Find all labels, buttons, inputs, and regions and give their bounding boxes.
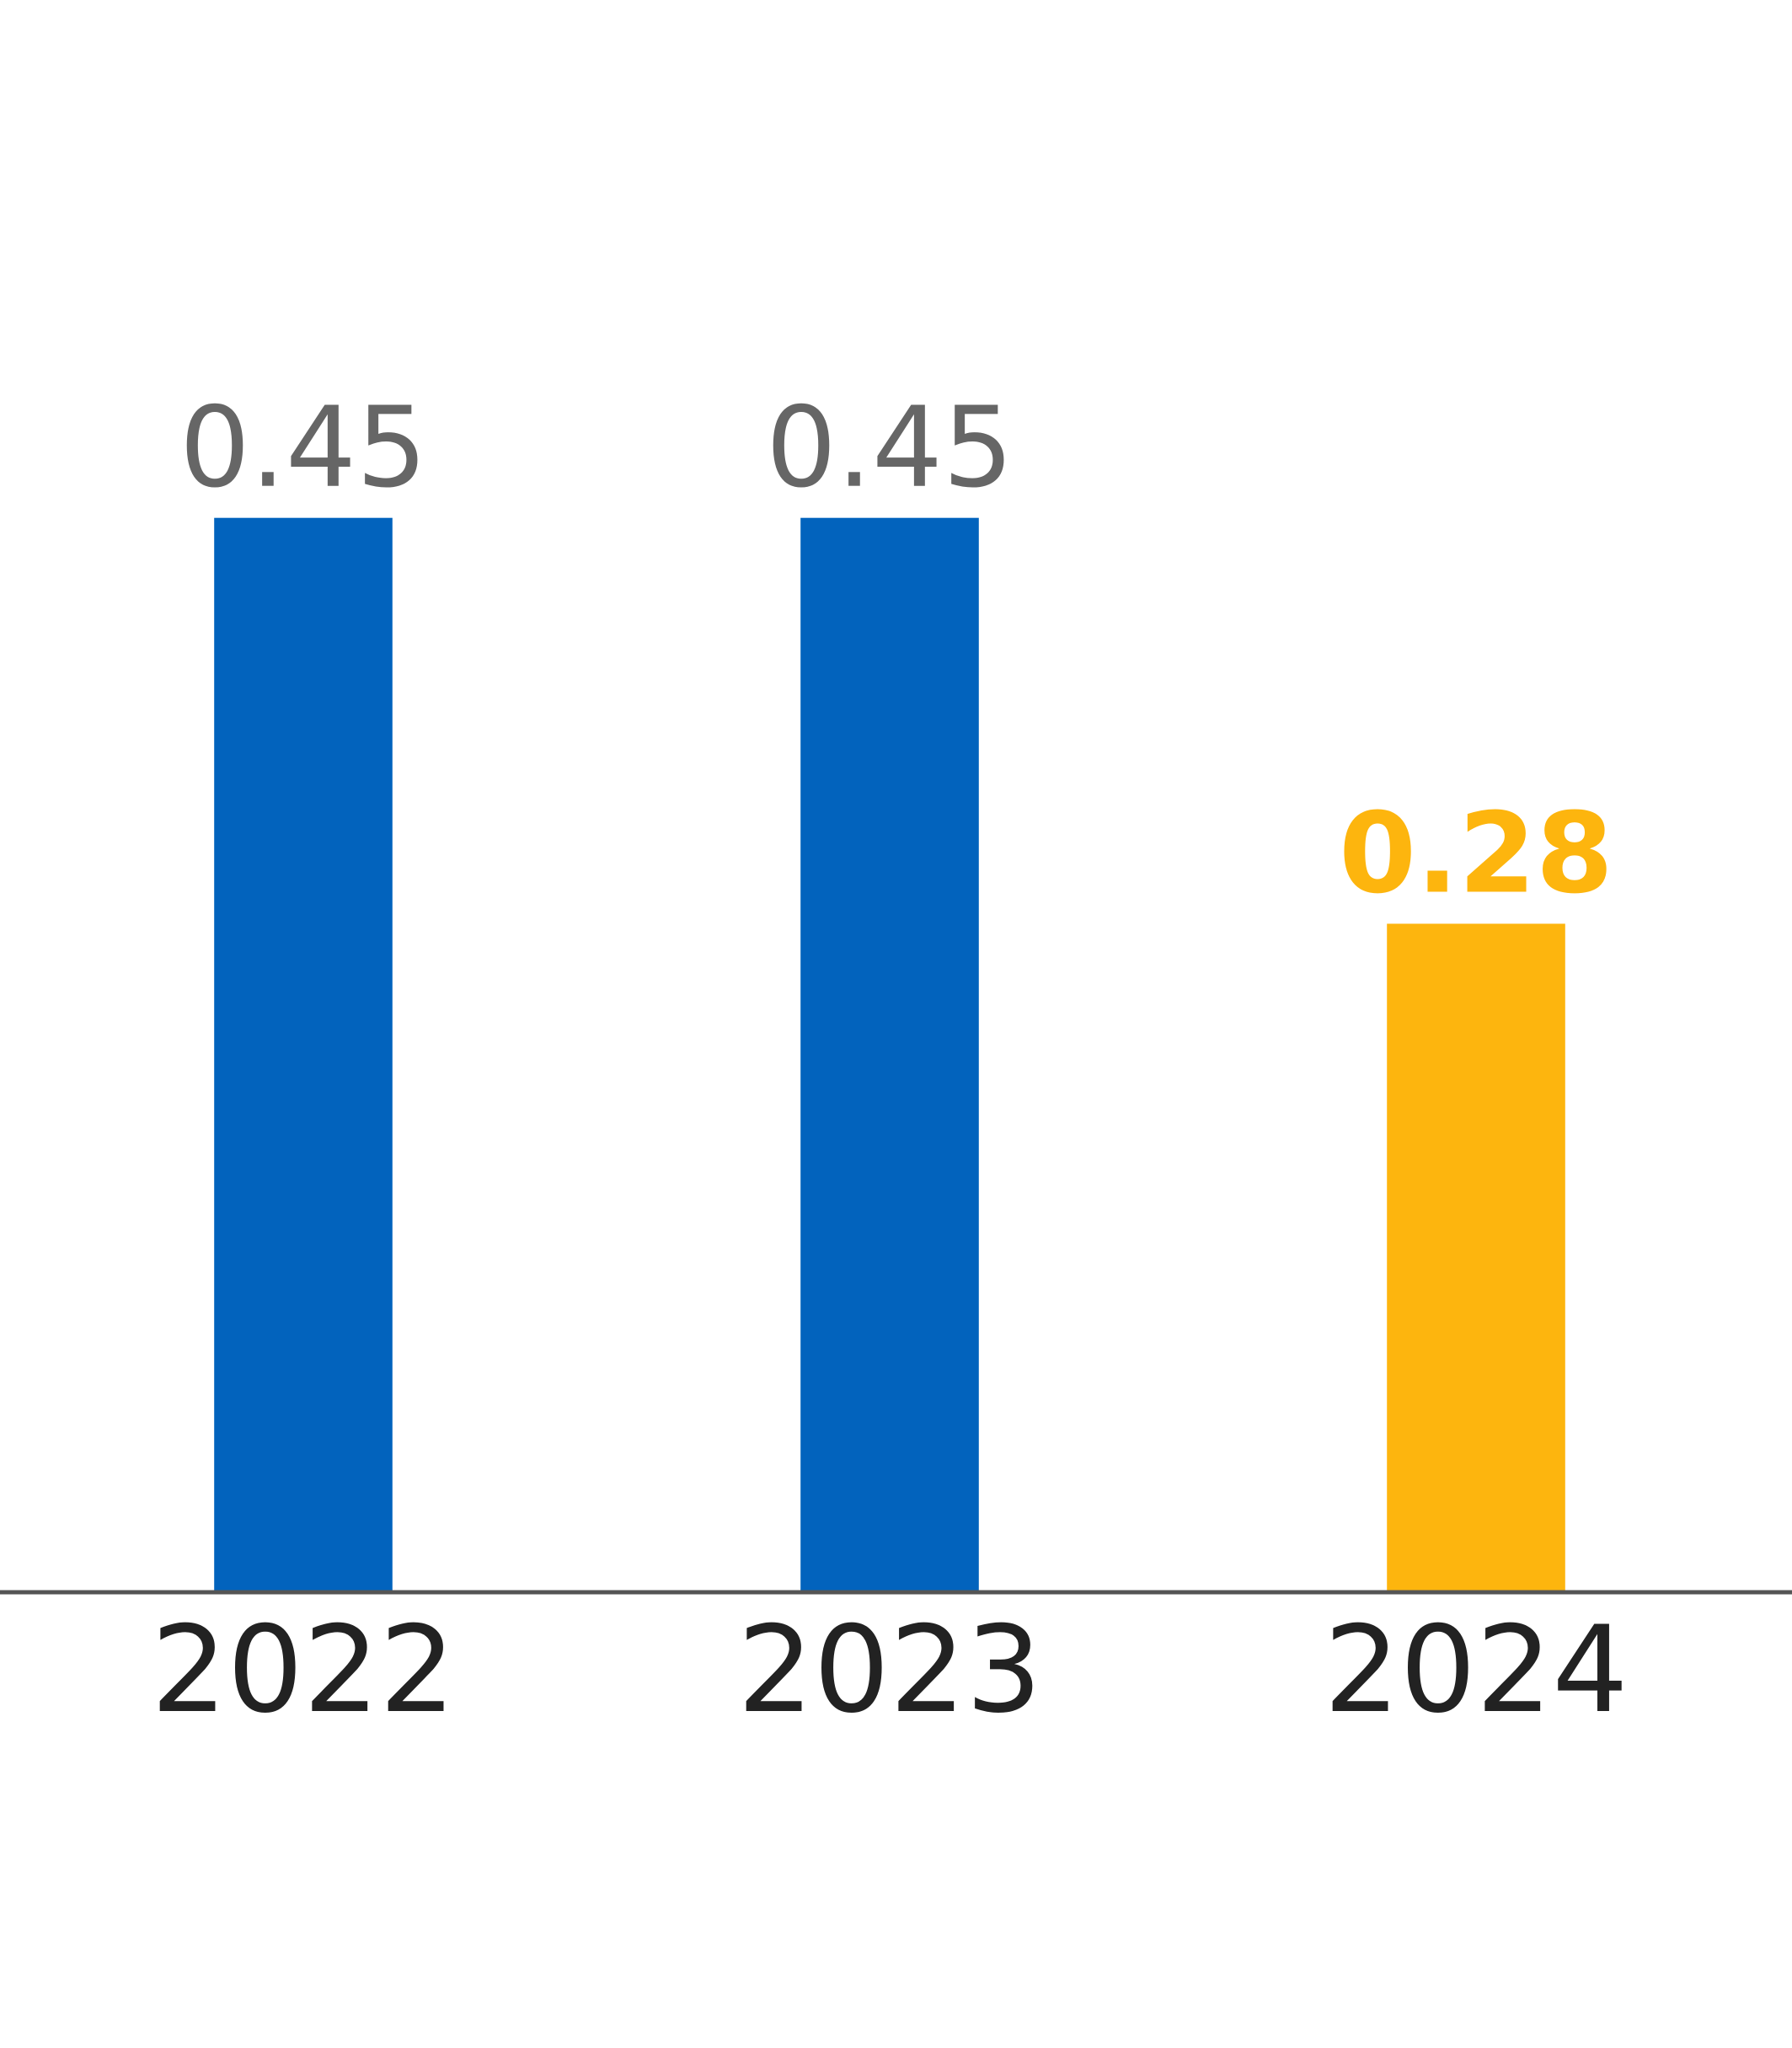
- x-tick-label: 2024: [1324, 1601, 1628, 1740]
- x-tick-label: 2022: [151, 1601, 455, 1740]
- bar: [800, 517, 979, 1593]
- value-label: 0.45: [179, 383, 427, 513]
- bar: [214, 517, 393, 1593]
- x-tick-label: 2023: [737, 1601, 1041, 1740]
- bar: [1387, 923, 1565, 1592]
- value-label: 0.28: [1339, 789, 1613, 918]
- value-label: 0.45: [766, 383, 1014, 513]
